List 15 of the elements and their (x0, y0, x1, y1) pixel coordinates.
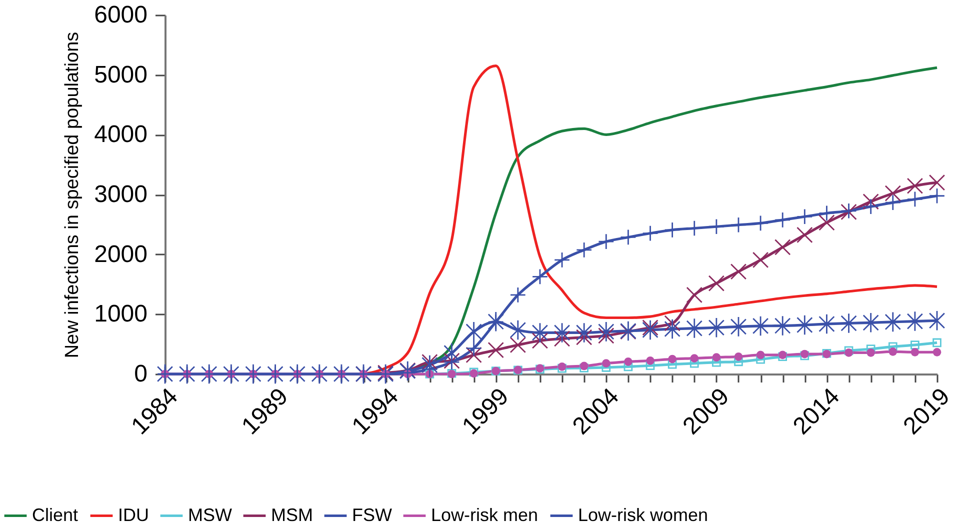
legend-label: Low-risk men (431, 504, 538, 525)
legend-label: IDU (118, 504, 149, 525)
y-tick-label: 0 (134, 360, 148, 388)
legend-label: MSM (271, 504, 313, 525)
legend-label: Low-risk women (578, 504, 708, 525)
legend-label: FSW (352, 504, 392, 525)
legend-label: Client (32, 504, 78, 525)
y-tick-label: 2000 (94, 240, 148, 268)
y-tick-label: 1000 (94, 300, 148, 328)
legend-label: MSW (188, 504, 232, 525)
y-tick-label: 3000 (94, 181, 148, 208)
y-axis-title: New infections in specified populations (62, 32, 84, 358)
y-tick-label: 5000 (94, 61, 148, 88)
y-tick-label: 4000 (94, 121, 148, 148)
y-tick-label: 6000 (94, 2, 148, 28)
